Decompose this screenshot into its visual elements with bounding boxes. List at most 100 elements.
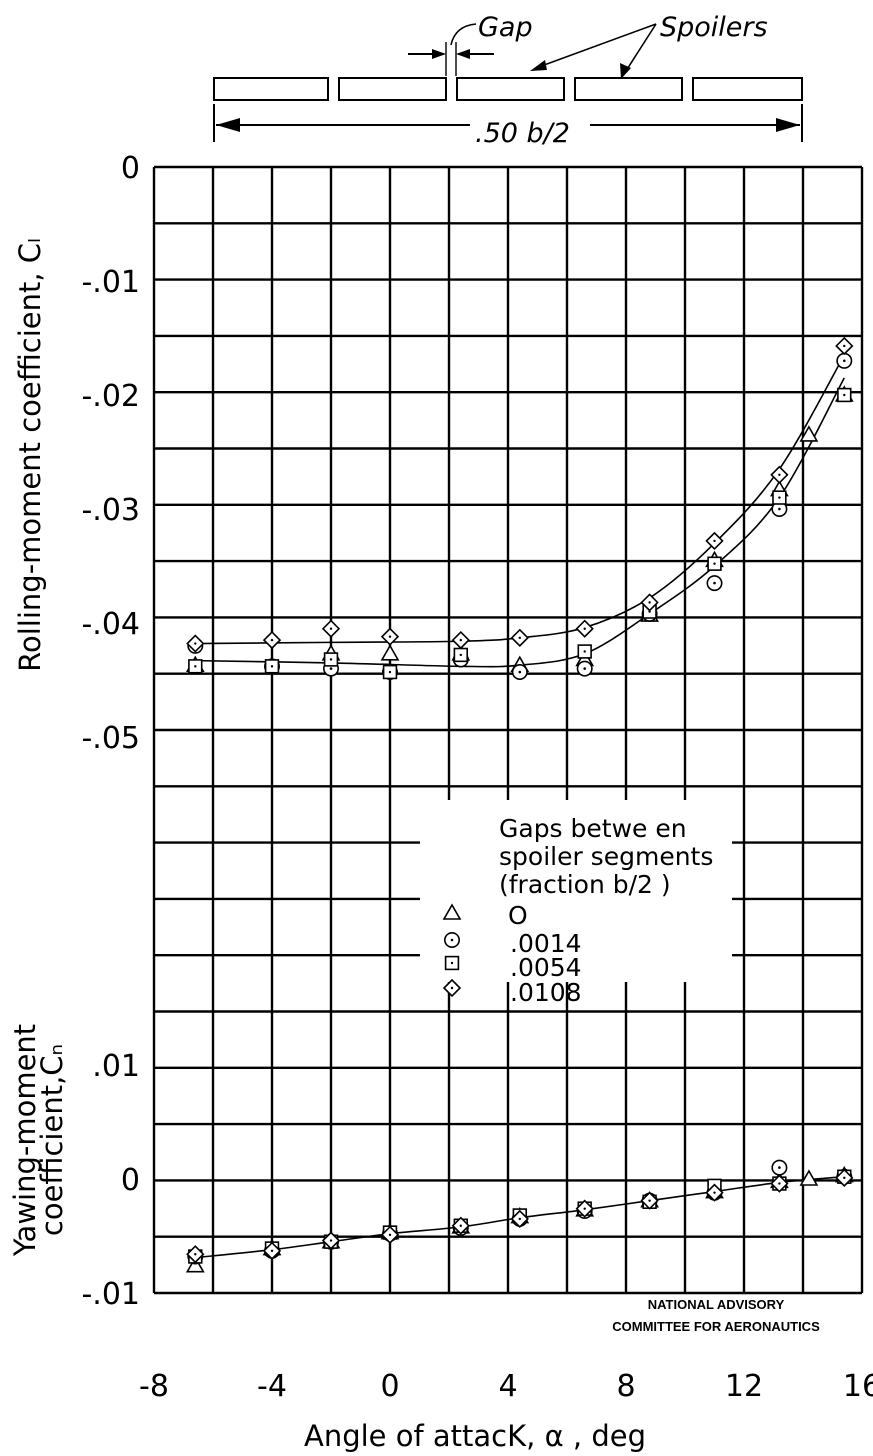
rolling-fair-curve-upper bbox=[195, 354, 845, 645]
credit-line-2: COMMITTEE FOR AERONAUTICS bbox=[612, 1319, 820, 1334]
rolling-square-point-dot bbox=[329, 658, 333, 661]
rolling-square-point-dot bbox=[388, 670, 392, 674]
gap-leader bbox=[450, 23, 477, 46]
rolling-circle-point-dot bbox=[329, 667, 333, 670]
legend-title-line1: Gaps betwe en bbox=[499, 814, 687, 843]
x-tick-label: -4 bbox=[257, 1369, 287, 1404]
spoiler-segment bbox=[574, 77, 683, 101]
rolling-y-tick-label: -.02 bbox=[81, 379, 140, 414]
yawing-diamond-point-dot bbox=[778, 1182, 781, 1185]
legend-triangle-marker bbox=[442, 903, 462, 920]
yawing-diamond-point-dot bbox=[583, 1207, 586, 1210]
rolling-circle-point-dot bbox=[778, 507, 781, 511]
spoiler-diagram: Gap Spoilers .50 b/2 bbox=[213, 12, 803, 149]
yawing-diamond-point-dot bbox=[459, 1224, 462, 1227]
x-tick-label: 0 bbox=[380, 1369, 399, 1404]
yawing-moment-axis-label-line2: coefficient,Cₙ bbox=[35, 1044, 69, 1236]
legend-entry-1: .0014 bbox=[510, 929, 582, 958]
yawing-diamond-point-dot bbox=[648, 1199, 651, 1202]
legend: Gaps betwe en spoiler segments (fraction… bbox=[420, 800, 732, 1007]
rolling-square-point-dot bbox=[713, 562, 716, 565]
legend-entry-3: .0108 bbox=[510, 978, 582, 1007]
spoiler-leader-2-arrow bbox=[620, 63, 631, 79]
x-axis-label: Angle of attacK, α , deg bbox=[304, 1419, 646, 1453]
rolling-y-tick-label: -.04 bbox=[81, 607, 140, 642]
yawing-diamond-point-dot bbox=[843, 1176, 846, 1180]
rolling-triangle-point bbox=[380, 644, 400, 661]
spoiler-segments bbox=[213, 23, 803, 142]
spoiler-segment bbox=[692, 77, 803, 101]
rolling-circle-point-dot bbox=[518, 670, 522, 674]
spoiler-leader-2 bbox=[623, 23, 657, 75]
span-label: .50 b/2 bbox=[475, 118, 570, 149]
yawing-y-tick-label: 0 bbox=[121, 1163, 140, 1198]
yawing-diamond-point-dot bbox=[518, 1217, 521, 1221]
rolling-diamond-point-dot bbox=[843, 344, 846, 348]
legend-entry-2: .0054 bbox=[510, 953, 582, 982]
legend-square-marker-dot bbox=[450, 961, 454, 965]
rolling-y-tick-label: -.01 bbox=[81, 265, 140, 300]
legend-markers bbox=[442, 903, 462, 998]
rolling-moment-axis-label: Rolling-moment coefficient, Cₗ bbox=[13, 238, 47, 672]
yawing-diamond-point-dot bbox=[388, 1233, 392, 1237]
rolling-diamond-point-dot bbox=[329, 627, 333, 630]
yawing-diamond-point-dot bbox=[270, 1249, 274, 1253]
rolling-square-point-dot bbox=[194, 665, 197, 668]
rolling-circle-point-dot bbox=[583, 667, 586, 670]
rolling-square-point-dot bbox=[778, 496, 781, 499]
x-tick-label: 4 bbox=[498, 1369, 517, 1404]
rolling-fair-curve-lower bbox=[195, 377, 846, 668]
rolling-y-tick-label: 0 bbox=[121, 151, 140, 186]
data-markers bbox=[185, 336, 854, 1273]
rolling-square-point-dot bbox=[459, 653, 462, 657]
rolling-y-tick-label: -.05 bbox=[81, 721, 140, 756]
rolling-triangle-point bbox=[799, 425, 819, 442]
rolling-diamond-point-dot bbox=[270, 638, 274, 642]
rolling-circle-point-dot bbox=[843, 359, 846, 363]
yawing-circle-point-dot bbox=[778, 1166, 781, 1169]
rolling-y-tick-label: -.03 bbox=[81, 493, 140, 528]
spoiler-segment bbox=[338, 77, 447, 101]
rolling-diamond-point-dot bbox=[459, 638, 462, 642]
yawing-moment-axis-label-line1: Yawing-moment bbox=[8, 1024, 42, 1257]
legend-title-line2: spoiler segments bbox=[499, 842, 713, 871]
rolling-diamond-point-dot bbox=[778, 473, 781, 476]
x-tick-label: 16 bbox=[843, 1369, 873, 1404]
spoiler-segment bbox=[456, 77, 565, 101]
x-tick-label: 12 bbox=[725, 1369, 763, 1404]
spoilers-label: Spoilers bbox=[660, 12, 768, 43]
rolling-square-point-dot bbox=[583, 650, 586, 653]
rolling-diamond-point-dot bbox=[648, 601, 651, 604]
x-tick-label: -8 bbox=[139, 1369, 169, 1404]
rolling-diamond-point-dot bbox=[518, 636, 521, 640]
legend-title-line3: (fraction b/2 ) bbox=[499, 870, 671, 899]
yawing-diamond-point-dot bbox=[329, 1239, 333, 1242]
yawing-y-tick-label: .01 bbox=[92, 1049, 140, 1084]
plot-grid bbox=[152, 165, 864, 1295]
legend-diamond-marker-dot bbox=[450, 986, 454, 990]
yawing-triangle-point bbox=[185, 1256, 205, 1273]
gap-arrowhead-left bbox=[432, 49, 446, 59]
x-tick-label: 8 bbox=[616, 1369, 635, 1404]
rolling-diamond-point-dot bbox=[583, 627, 586, 630]
yawing-diamond-point-dot bbox=[194, 1253, 197, 1256]
rolling-diamond-point-dot bbox=[388, 635, 392, 638]
tick-labels: -8 -4 0 4 8 12 16 0 -.01 -.02 -.03 -.04 -.05 .01 0 -.01 bbox=[81, 151, 873, 1404]
spoiler-segment bbox=[213, 77, 329, 101]
spoiler-leader-1 bbox=[535, 23, 657, 69]
legend-background bbox=[420, 800, 732, 982]
rolling-square-point-dot bbox=[270, 665, 274, 668]
span-arrowhead-left bbox=[216, 118, 240, 132]
yawing-y-tick-label: -.01 bbox=[81, 1277, 140, 1312]
rolling-circle-point-dot bbox=[713, 581, 716, 585]
yawing-triangle-point bbox=[799, 1169, 819, 1186]
gap-label: Gap bbox=[478, 12, 533, 43]
gap-arrowhead-right bbox=[456, 49, 470, 59]
spoiler-leader-1-arrow bbox=[530, 60, 547, 71]
legend-circle-marker-dot bbox=[450, 938, 454, 942]
yawing-diamond-point-dot bbox=[713, 1191, 716, 1194]
rolling-diamond-point-dot bbox=[713, 539, 716, 543]
credit-line-1: NATIONAL ADVISORY bbox=[648, 1297, 785, 1312]
legend-entry-0: O bbox=[508, 901, 528, 930]
